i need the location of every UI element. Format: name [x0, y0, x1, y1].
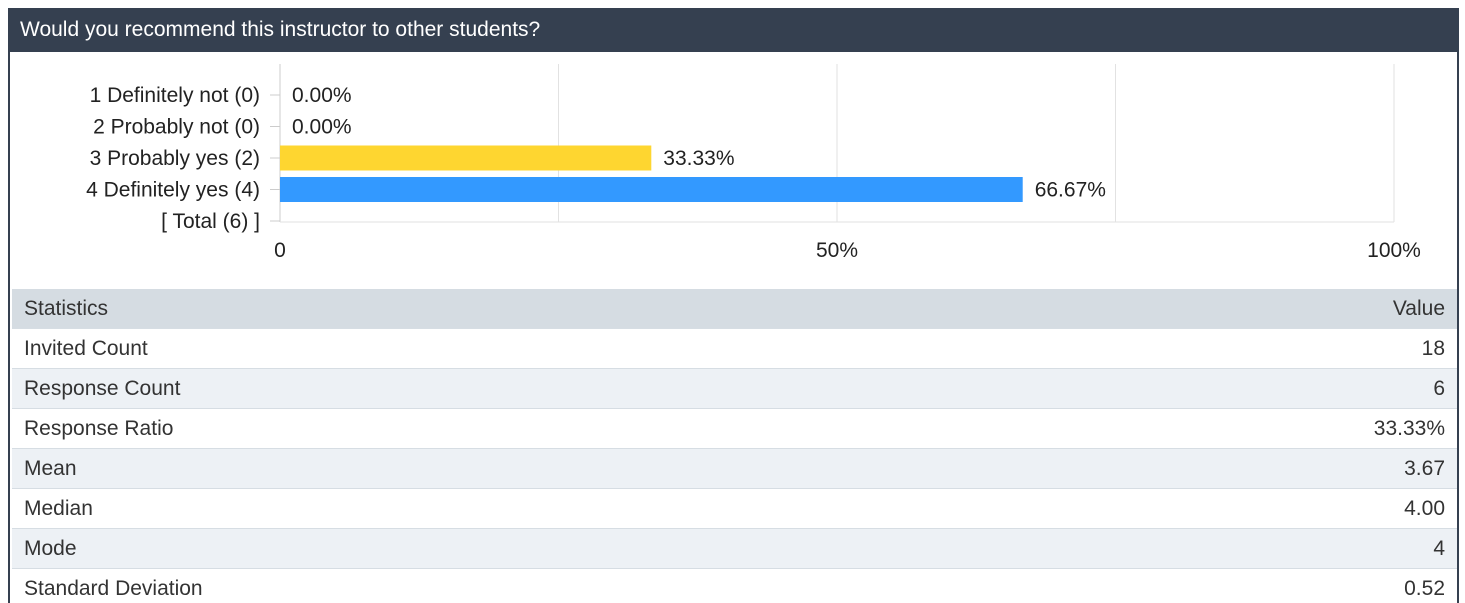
- stat-label: Mean: [12, 448, 995, 489]
- stat-value: 3.67: [994, 448, 1457, 489]
- data-label: 0.00%: [292, 84, 352, 107]
- category-label: 1 Definitely not (0): [90, 84, 260, 107]
- bar-chart: 0 50% 100% 1 Definitely not (0) 0.00% 2 Prob…: [86, 64, 1421, 262]
- stat-value: 33.33%: [994, 408, 1457, 449]
- stat-label: Mode: [12, 528, 995, 569]
- category-label: 3 Probably yes (2): [90, 147, 260, 170]
- x-tick-label: 0: [274, 239, 286, 262]
- x-tick-label: 50%: [816, 239, 858, 262]
- stat-value: 18: [994, 328, 1457, 369]
- stat-value: 0.52: [994, 568, 1457, 603]
- chart-bars: [280, 145, 1023, 202]
- question-panel: Would you recommend this instructor to o…: [8, 8, 1459, 603]
- stat-row-median: Median 4.00: [12, 488, 1457, 529]
- statistics-table: Statistics Value Invited Count 18 Respon…: [12, 289, 1457, 603]
- stat-label: Invited Count: [12, 328, 995, 369]
- statistics-header-label: Statistics: [12, 289, 995, 329]
- stat-value: 6: [994, 368, 1457, 409]
- stat-label: Response Ratio: [12, 408, 995, 449]
- stat-row-mean: Mean 3.67: [12, 448, 1457, 489]
- stat-row-mode: Mode 4: [12, 528, 1457, 569]
- stat-value: 4: [994, 528, 1457, 569]
- chart-labels: 1 Definitely not (0) 0.00% 2 Probably not …: [86, 84, 1106, 233]
- chart-axis: 0 50% 100%: [270, 94, 1421, 262]
- data-label: 33.33%: [663, 147, 734, 170]
- x-tick-label: 100%: [1367, 239, 1421, 262]
- chart-gridlines: [279, 64, 1395, 223]
- stat-label: Standard Deviation: [12, 568, 995, 603]
- stat-value: 4.00: [994, 488, 1457, 529]
- statistics-header-value: Value: [994, 289, 1457, 329]
- category-label: 4 Definitely yes (4): [86, 179, 260, 202]
- stat-label: Median: [12, 488, 995, 529]
- stat-row-standard-deviation: Standard Deviation 0.52: [12, 568, 1457, 603]
- category-label: 2 Probably not (0): [93, 116, 260, 139]
- stat-row-invited-count: Invited Count 18: [12, 328, 1457, 369]
- data-label: 66.67%: [1035, 179, 1106, 202]
- bar: [280, 177, 1023, 202]
- bar: [280, 145, 652, 171]
- question-title: Would you recommend this instructor to o…: [10, 8, 1457, 52]
- category-label: [ Total (6) ]: [161, 210, 260, 233]
- stat-row-response-ratio: Response Ratio 33.33%: [12, 408, 1457, 449]
- stat-label: Response Count: [12, 368, 995, 409]
- statistics-header-row: Statistics Value: [12, 289, 1457, 329]
- stat-row-response-count: Response Count 6: [12, 368, 1457, 409]
- data-label: 0.00%: [292, 116, 352, 139]
